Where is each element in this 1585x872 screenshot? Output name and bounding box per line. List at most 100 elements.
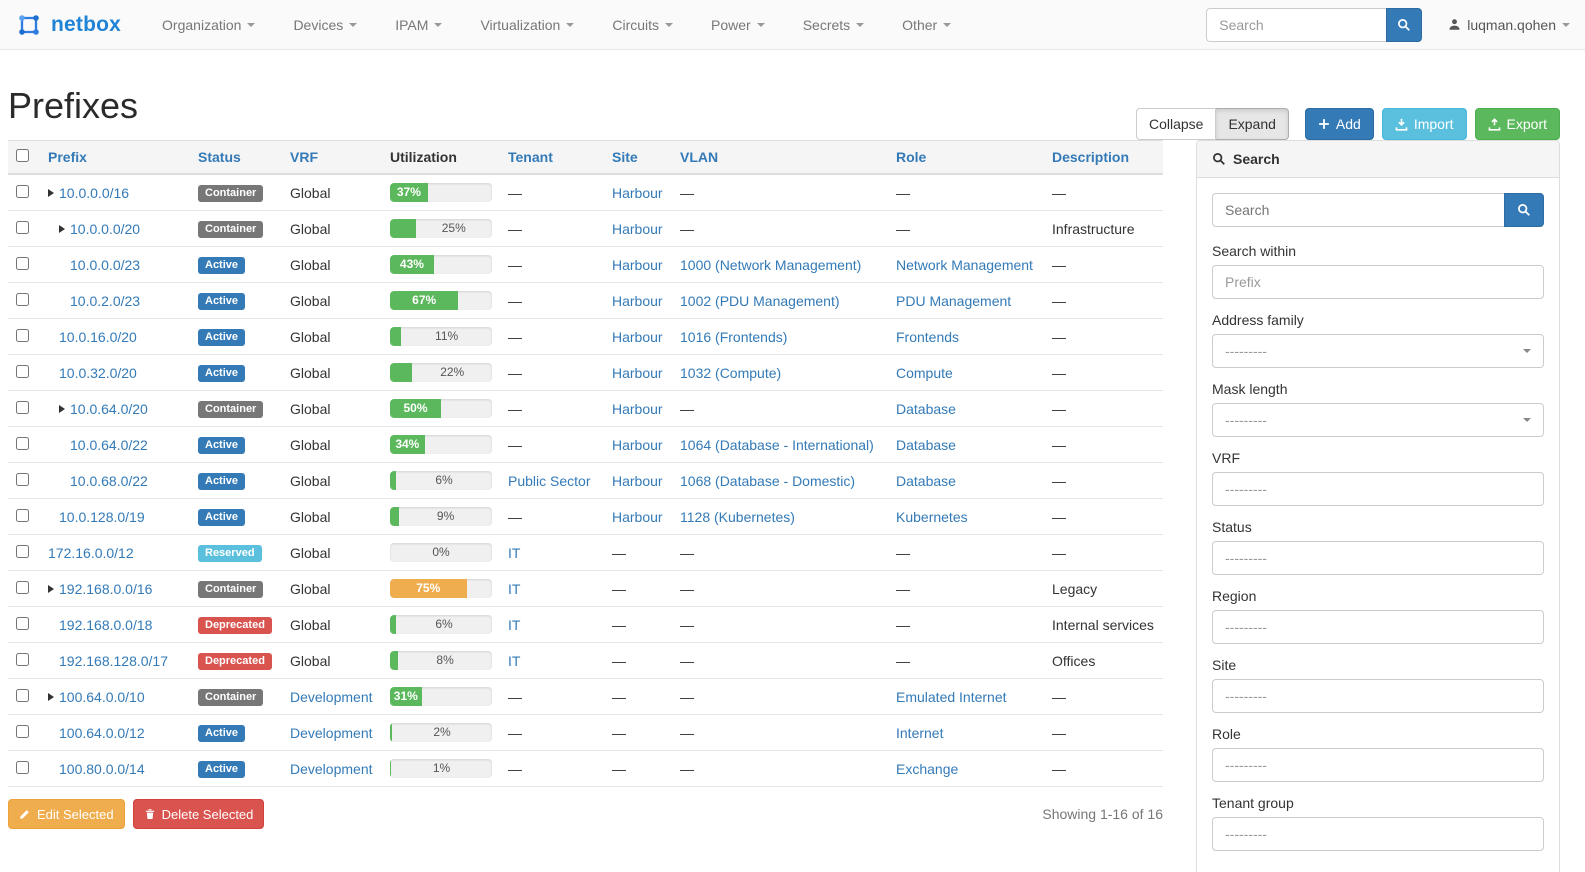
filter-select-tenant-group[interactable]: ---------	[1212, 817, 1544, 851]
nav-menu-devices[interactable]: Devices	[274, 0, 376, 50]
site-link[interactable]: Harbour	[612, 292, 663, 309]
netbox-brand[interactable]: netbox	[15, 11, 121, 39]
prefix-link[interactable]: 10.0.32.0/20	[59, 364, 137, 381]
prefix-link[interactable]: 10.0.64.0/20	[70, 400, 148, 417]
tenant-link[interactable]: IT	[508, 616, 521, 633]
row-checkbox[interactable]	[16, 508, 29, 522]
role-link[interactable]: Compute	[896, 364, 953, 381]
row-checkbox[interactable]	[16, 760, 29, 774]
column-header-status[interactable]: Status	[190, 140, 282, 175]
filter-select-address-family[interactable]: ---------	[1212, 334, 1544, 368]
prefix-link[interactable]: 10.0.0.0/16	[59, 184, 130, 201]
row-checkbox[interactable]	[16, 364, 29, 378]
role-link[interactable]: Internet	[896, 724, 944, 741]
add-button[interactable]: Add	[1304, 108, 1374, 140]
site-link[interactable]: Harbour	[612, 364, 663, 381]
prefix-link[interactable]: 100.64.0.0/10	[59, 688, 145, 705]
tenant-link[interactable]: IT	[508, 544, 521, 561]
row-checkbox[interactable]	[16, 616, 29, 630]
filter-input-search-within[interactable]	[1212, 265, 1544, 299]
role-link[interactable]: Kubernetes	[896, 508, 968, 525]
prefix-link[interactable]: 192.168.0.0/16	[59, 580, 153, 597]
role-link[interactable]: Emulated Internet	[896, 688, 1007, 705]
site-link[interactable]: Harbour	[612, 256, 663, 273]
delete-selected-button[interactable]: Delete Selected	[132, 799, 265, 829]
site-link[interactable]: Harbour	[612, 436, 663, 453]
role-link[interactable]: Frontends	[896, 328, 960, 345]
nav-menu-secrets[interactable]: Secrets	[784, 0, 883, 50]
prefix-link[interactable]: 10.0.0.0/20	[70, 220, 141, 237]
row-checkbox[interactable]	[16, 724, 29, 738]
filter-select-role[interactable]: ---------	[1212, 748, 1544, 782]
row-checkbox[interactable]	[16, 472, 29, 486]
vlan-link[interactable]: 1128 (Kubernetes)	[680, 508, 795, 525]
filter-select-mask-length[interactable]: ---------	[1212, 403, 1544, 437]
site-link[interactable]: Harbour	[612, 184, 663, 201]
collapse-button[interactable]: Collapse	[1135, 108, 1217, 140]
row-checkbox[interactable]	[16, 652, 29, 666]
vlan-link[interactable]: 1064 (Database - International)	[680, 436, 874, 453]
column-header-site[interactable]: Site	[604, 140, 672, 175]
row-checkbox[interactable]	[16, 688, 29, 702]
column-header-role[interactable]: Role	[888, 140, 1044, 175]
vlan-link[interactable]: 1002 (PDU Management)	[680, 292, 840, 309]
site-link[interactable]: Harbour	[612, 328, 663, 345]
expand-toggle-icon[interactable]	[59, 404, 65, 413]
filter-search-button[interactable]	[1504, 193, 1544, 227]
expand-toggle-icon[interactable]	[48, 188, 54, 197]
filter-select-vrf[interactable]: ---------	[1212, 472, 1544, 506]
import-button[interactable]: Import	[1381, 108, 1467, 140]
row-checkbox[interactable]	[16, 220, 29, 234]
role-link[interactable]: Network Management	[896, 256, 1033, 273]
prefix-link[interactable]: 10.0.0.0/23	[70, 256, 141, 273]
prefix-link[interactable]: 10.0.68.0/22	[70, 472, 148, 489]
expand-toggle-icon[interactable]	[48, 692, 54, 701]
expand-button[interactable]: Expand	[1216, 108, 1289, 140]
edit-selected-button[interactable]: Edit Selected	[8, 799, 125, 829]
column-header-vlan[interactable]: VLAN	[672, 140, 888, 175]
tenant-link[interactable]: IT	[508, 580, 521, 597]
prefix-link[interactable]: 10.0.2.0/23	[70, 292, 141, 309]
prefix-link[interactable]: 192.168.0.0/18	[59, 616, 153, 633]
role-link[interactable]: Database	[896, 436, 956, 453]
navbar-search-input[interactable]	[1206, 7, 1387, 42]
navbar-search-button[interactable]	[1386, 7, 1423, 42]
tenant-link[interactable]: Public Sector	[508, 472, 591, 489]
prefix-link[interactable]: 172.16.0.0/12	[48, 544, 134, 561]
expand-toggle-icon[interactable]	[59, 224, 65, 233]
role-link[interactable]: PDU Management	[896, 292, 1012, 309]
tenant-link[interactable]: IT	[508, 652, 521, 669]
vlan-link[interactable]: 1068 (Database - Domestic)	[680, 472, 856, 489]
export-button[interactable]: Export	[1474, 108, 1560, 140]
vlan-link[interactable]: 1016 (Frontends)	[680, 328, 788, 345]
prefix-link[interactable]: 10.0.16.0/20	[59, 328, 137, 345]
nav-menu-virtualization[interactable]: Virtualization	[461, 0, 593, 50]
prefix-link[interactable]: 10.0.64.0/22	[70, 436, 148, 453]
row-checkbox[interactable]	[16, 580, 29, 594]
nav-menu-other[interactable]: Other	[883, 0, 970, 50]
site-link[interactable]: Harbour	[612, 400, 663, 417]
row-checkbox[interactable]	[16, 328, 29, 342]
select-all-checkbox[interactable]	[16, 149, 29, 162]
vlan-link[interactable]: 1000 (Network Management)	[680, 256, 862, 273]
prefix-link[interactable]: 10.0.128.0/19	[59, 508, 145, 525]
nav-menu-power[interactable]: Power	[692, 0, 784, 50]
column-header-description[interactable]: Description	[1044, 140, 1163, 175]
role-link[interactable]: Exchange	[896, 760, 959, 777]
row-checkbox[interactable]	[16, 400, 29, 414]
vlan-link[interactable]: 1032 (Compute)	[680, 364, 782, 381]
row-checkbox[interactable]	[16, 184, 29, 198]
column-header-tenant[interactable]: Tenant	[500, 140, 604, 175]
site-link[interactable]: Harbour	[612, 508, 663, 525]
vrf-link[interactable]: Development	[290, 688, 373, 705]
filter-select-status[interactable]: ---------	[1212, 541, 1544, 575]
user-menu[interactable]: luqman.qohen	[1448, 17, 1570, 33]
prefix-link[interactable]: 192.168.128.0/17	[59, 652, 168, 669]
filter-select-site[interactable]: ---------	[1212, 679, 1544, 713]
nav-menu-ipam[interactable]: IPAM	[376, 0, 461, 50]
row-checkbox[interactable]	[16, 292, 29, 306]
nav-menu-circuits[interactable]: Circuits	[593, 0, 692, 50]
site-link[interactable]: Harbour	[612, 472, 663, 489]
role-link[interactable]: Database	[896, 400, 956, 417]
row-checkbox[interactable]	[16, 544, 29, 558]
